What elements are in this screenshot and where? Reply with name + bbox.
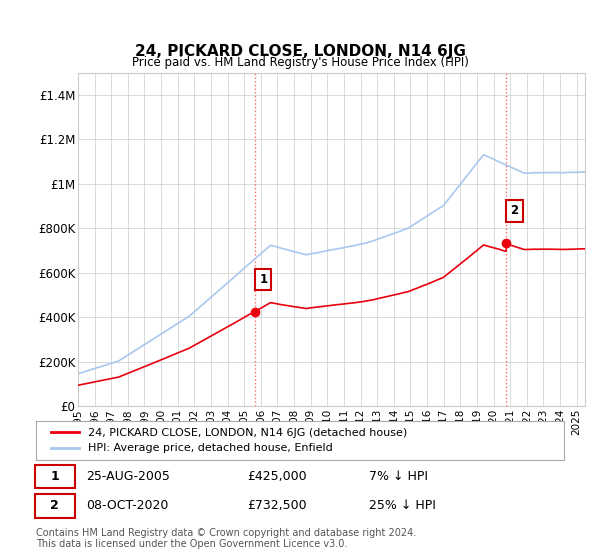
Text: 1: 1 [50, 469, 59, 483]
Text: 24, PICKARD CLOSE, LONDON, N14 6JG: 24, PICKARD CLOSE, LONDON, N14 6JG [134, 44, 466, 59]
Text: £425,000: £425,000 [247, 469, 307, 483]
Text: 1: 1 [259, 273, 268, 286]
Text: 25-AUG-2005: 25-AUG-2005 [86, 469, 170, 483]
FancyBboxPatch shape [35, 465, 74, 488]
Legend: 24, PICKARD CLOSE, LONDON, N14 6JG (detached house), HPI: Average price, detache: 24, PICKARD CLOSE, LONDON, N14 6JG (deta… [47, 423, 412, 458]
Text: Price paid vs. HM Land Registry's House Price Index (HPI): Price paid vs. HM Land Registry's House … [131, 56, 469, 69]
FancyBboxPatch shape [35, 494, 74, 518]
Text: 7% ↓ HPI: 7% ↓ HPI [368, 469, 428, 483]
Text: 08-OCT-2020: 08-OCT-2020 [86, 499, 169, 512]
Text: 2: 2 [511, 204, 518, 217]
Text: 2: 2 [50, 499, 59, 512]
Text: £732,500: £732,500 [247, 499, 307, 512]
Text: Contains HM Land Registry data © Crown copyright and database right 2024.
This d: Contains HM Land Registry data © Crown c… [36, 528, 416, 549]
Text: 25% ↓ HPI: 25% ↓ HPI [368, 499, 436, 512]
